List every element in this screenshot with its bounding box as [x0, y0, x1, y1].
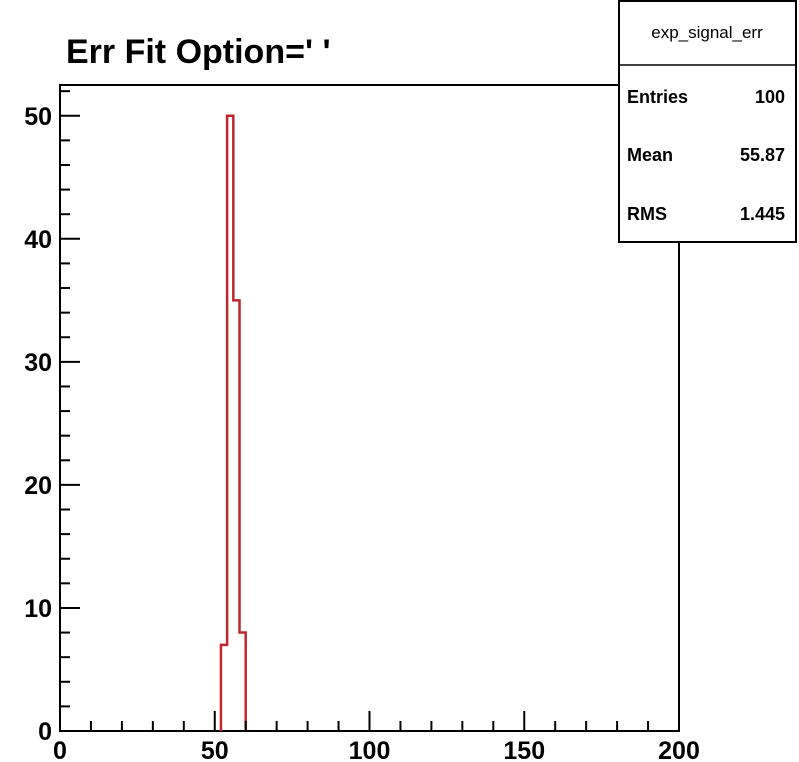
y-tick-label: 0	[38, 718, 52, 746]
plot-frame	[59, 84, 680, 732]
stats-mean-label: Mean	[627, 145, 673, 165]
y-tick-label: 50	[24, 103, 52, 131]
stats-entries-label: Entries	[627, 87, 688, 107]
x-axis: 0 50 100 150 200	[53, 711, 700, 762]
histogram-outline	[219, 114, 247, 731]
histogram-bin-0	[221, 645, 227, 731]
y-axis: 0 10 20 30 40 50	[24, 90, 80, 746]
stats-entries-value: 100	[755, 87, 785, 107]
stats-box-frame	[618, 0, 797, 243]
chart-title: Err Fit Option=' '	[66, 33, 331, 71]
x-tick-label: 50	[201, 737, 229, 762]
histogram-bin-1	[227, 116, 233, 731]
stats-histogram-name: exp_signal_err	[651, 23, 763, 42]
stats-rms-label: RMS	[627, 204, 667, 224]
histogram-bin-3	[240, 633, 246, 731]
x-tick-label: 0	[53, 737, 67, 762]
stats-box: exp_signal_err Entries 100 Mean 55.87 RM…	[618, 0, 797, 243]
x-tick-label: 100	[349, 737, 391, 762]
y-tick-label: 30	[24, 349, 52, 377]
y-tick-label: 10	[24, 595, 52, 623]
x-tick-label: 150	[503, 737, 545, 762]
stats-mean-value: 55.87	[740, 145, 785, 165]
y-tick-label: 20	[24, 472, 52, 500]
y-tick-label: 40	[24, 226, 52, 254]
histogram-bin-2	[233, 300, 239, 731]
stats-rms-value: 1.445	[740, 204, 785, 224]
histogram-bars	[219, 114, 247, 731]
x-tick-label: 200	[658, 737, 700, 762]
